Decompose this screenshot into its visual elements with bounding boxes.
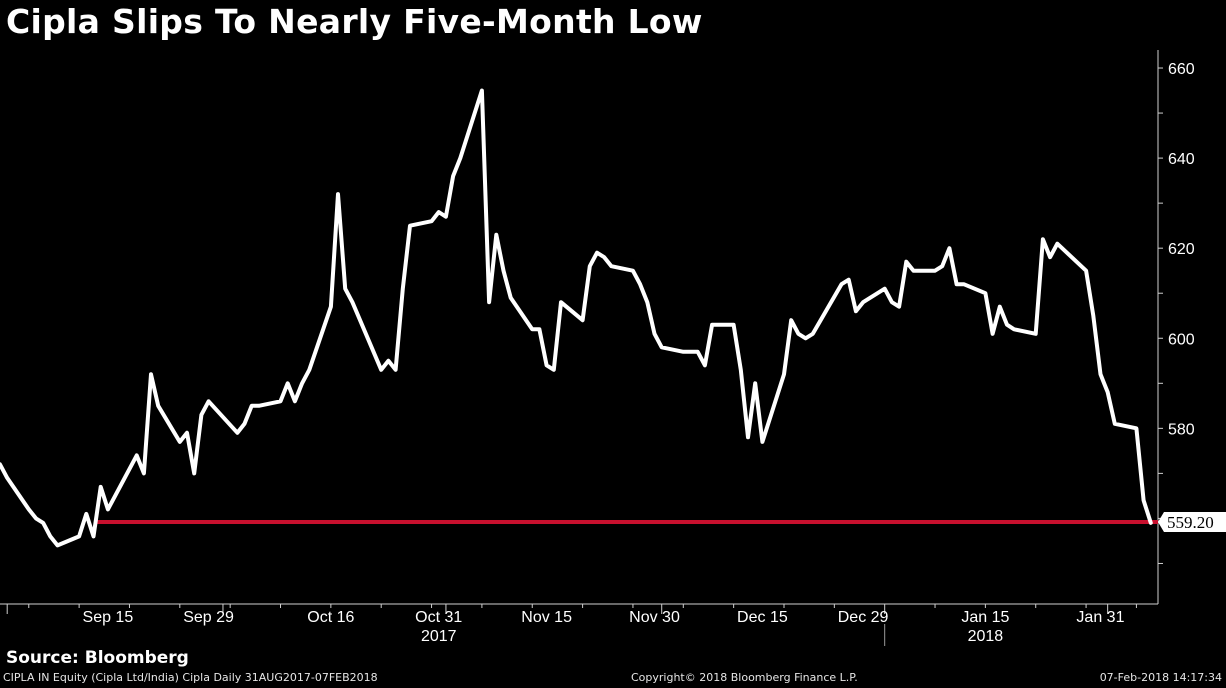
chart-axes xyxy=(0,50,1163,646)
footer-timestamp: 07-Feb-2018 14:17:34 xyxy=(1099,671,1222,684)
last-price-tag-box xyxy=(1158,512,1226,533)
x-tick-label: Sep 29 xyxy=(183,609,234,626)
x-tick-label: Jan 31 xyxy=(1076,609,1124,626)
source-note: Source: Bloomberg xyxy=(6,648,189,668)
footer-security-info: CIPLA IN Equity (Cipla Ltd/India) Cipla … xyxy=(3,671,378,684)
x-tick-label: Oct 31 xyxy=(415,609,462,626)
y-tick-label: 640 xyxy=(1168,151,1195,168)
reference-line-group: 559.20 xyxy=(94,512,1226,533)
last-price-tag: 559.20 xyxy=(1158,512,1226,533)
y-tick-label: 660 xyxy=(1168,61,1195,78)
series-group xyxy=(0,88,1153,548)
last-price-tag-label: 559.20 xyxy=(1167,513,1214,532)
x-tick-label: Dec 15 xyxy=(737,609,788,626)
price-series-line xyxy=(0,88,1153,548)
y-tick-label: 580 xyxy=(1168,421,1195,438)
footer-copyright: Copyright© 2018 Bloomberg Finance L.P. xyxy=(631,671,858,684)
x-tick-label: Oct 16 xyxy=(307,609,354,626)
y-tick-label: 600 xyxy=(1168,331,1195,348)
x-tick-label: Sep 15 xyxy=(83,609,134,626)
y-tick-label: 620 xyxy=(1168,241,1195,258)
x-tick-label: Nov 30 xyxy=(629,609,680,626)
x-tick-label: Dec 29 xyxy=(838,609,889,626)
tick-labels: 580 600 620 640 660 Sep 15 Sep 29 Oct 16 Oct 31 N… xyxy=(83,61,1195,645)
chart-title: Cipla Slips To Nearly Five-Month Low xyxy=(6,2,703,41)
x-year-label: 2018 xyxy=(968,628,1004,645)
x-tick-label: Jan 15 xyxy=(961,609,1009,626)
x-tick-label: Nov 15 xyxy=(521,609,572,626)
x-year-label: 2017 xyxy=(421,628,457,645)
